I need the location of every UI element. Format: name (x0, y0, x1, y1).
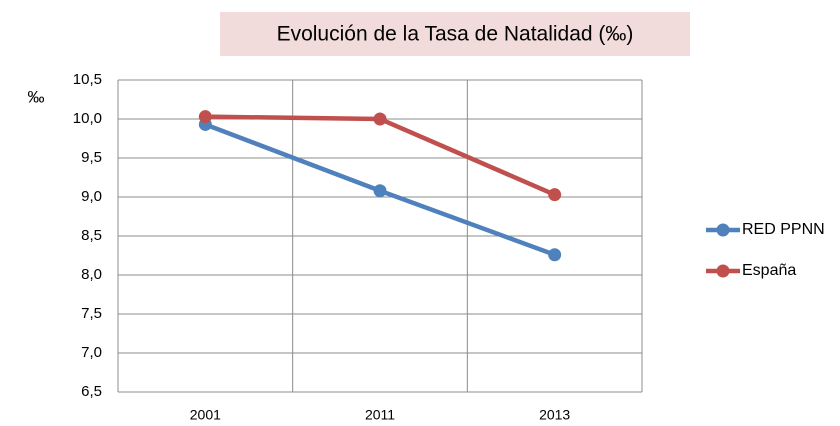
y-tick-label: 10,0 (73, 110, 102, 127)
data-point (548, 248, 562, 262)
data-point (198, 110, 212, 124)
y-tick-label: 8,5 (81, 227, 102, 244)
series-line (205, 114, 556, 197)
y-tick-label: 8,0 (81, 266, 102, 283)
data-point (373, 112, 387, 126)
data-point (548, 188, 562, 202)
y-tick-label: 7,5 (81, 305, 102, 322)
y-tick-label: 7,0 (81, 344, 102, 361)
y-tick-label: 10,5 (73, 71, 102, 88)
data-point (373, 184, 387, 198)
x-tick-label: 2011 (365, 407, 395, 423)
y-tick-label: 6,5 (81, 383, 102, 400)
y-tick-label: 9,0 (81, 188, 102, 205)
legend-marker (716, 223, 730, 237)
x-tick-label: 2013 (539, 407, 570, 423)
legend-label: RED PPNN (742, 221, 825, 238)
legend-label: España (742, 262, 796, 279)
title-box (220, 12, 690, 56)
legend-marker (716, 264, 730, 278)
y-tick-label: 9,5 (81, 149, 102, 166)
chart-title: Evolución de la Tasa de Natalidad (‰) (277, 23, 634, 46)
y-axis-label: ‰ (28, 87, 45, 106)
x-tick-label: 2001 (190, 407, 221, 423)
